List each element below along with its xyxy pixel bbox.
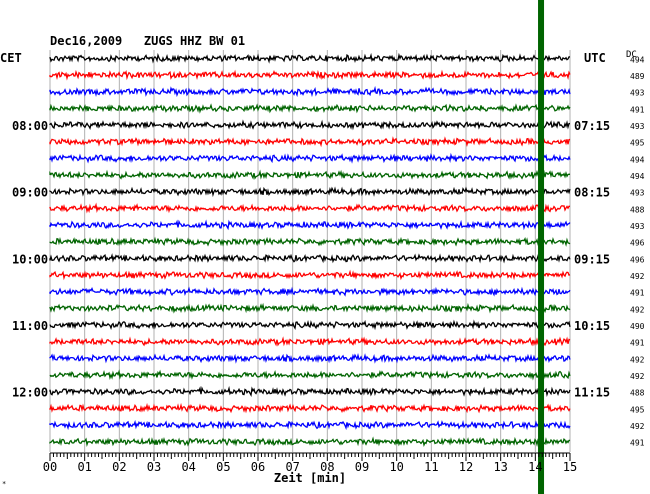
- trace-8: [49, 169, 571, 180]
- dc-header: DC: [626, 50, 637, 60]
- dc-value: 494: [630, 155, 645, 164]
- x-tick-label: 01: [77, 460, 91, 474]
- dc-value: 494: [630, 172, 645, 181]
- cet-label: 08:00: [12, 119, 48, 133]
- x-tick-label: 13: [493, 460, 507, 474]
- dc-value: 491: [630, 339, 645, 348]
- utc-label: 11:15: [574, 386, 610, 400]
- utc-label: 10:15: [574, 319, 610, 333]
- dc-value: 496: [630, 239, 645, 248]
- x-tick-label: 02: [112, 460, 126, 474]
- utc-labels: 07:15 08:15 09:15 10:15 11:15: [574, 119, 610, 400]
- x-tick-label: 10: [389, 460, 403, 474]
- left-axis-title: CET: [0, 51, 22, 65]
- x-tick-label: 09: [355, 460, 369, 474]
- dc-value: 492: [630, 422, 645, 431]
- trace-21: [49, 385, 571, 397]
- cet-label: 12:00: [12, 386, 48, 400]
- x-tick-label: 05: [216, 460, 230, 474]
- event-marker: [538, 0, 545, 494]
- trace-6: [49, 136, 571, 148]
- x-axis: 00 01 02 03 04 05 06 07 08 09 10 11 12 13 14 15: [43, 452, 577, 474]
- trace-24: [49, 436, 571, 447]
- dc-value: 492: [630, 355, 645, 364]
- trace-23: [49, 419, 571, 431]
- dc-value: 493: [630, 89, 645, 98]
- corner-mark: *: [2, 480, 6, 488]
- chart-title: Dec16,2009 ZUGS HHZ BW 01: [50, 34, 245, 48]
- dc-value: 493: [630, 222, 645, 231]
- x-tick-label: 00: [43, 460, 57, 474]
- dc-value: 492: [630, 372, 645, 381]
- dc-value: 491: [630, 105, 645, 114]
- utc-label: 09:15: [574, 252, 610, 266]
- trace-17: [49, 319, 571, 331]
- dc-value: 492: [630, 272, 645, 281]
- dc-value: 492: [630, 305, 645, 314]
- dc-value: 488: [630, 205, 645, 214]
- dc-value: 491: [630, 289, 645, 298]
- cet-label: 11:00: [12, 319, 48, 333]
- x-tick-label: 12: [459, 460, 473, 474]
- trace-12: [49, 236, 571, 247]
- trace-15: [49, 286, 571, 297]
- trace-19: [49, 352, 571, 364]
- right-axis-title: UTC: [584, 51, 606, 65]
- x-tick-label: 11: [424, 460, 438, 474]
- dc-value: 489: [630, 72, 645, 81]
- x-tick-label: 07: [285, 460, 299, 474]
- dc-value: 496: [630, 255, 645, 264]
- trace-20: [49, 369, 571, 381]
- x-tick-label: 08: [320, 460, 334, 474]
- trace-5: [49, 119, 571, 131]
- cet-label: 10:00: [12, 252, 48, 266]
- dc-value: 488: [630, 389, 645, 398]
- trace-14: [49, 269, 571, 281]
- trace-16: [49, 302, 571, 314]
- trace-3: [49, 85, 571, 98]
- dc-labels: 494 489 493 491 493 495 494 494 493 488 493 496 496 4…: [630, 55, 645, 447]
- utc-label: 08:15: [574, 186, 610, 200]
- minute-grid: [49, 50, 571, 452]
- cet-label: 09:00: [12, 186, 48, 200]
- trace-group: [49, 52, 571, 447]
- dc-value: 493: [630, 122, 645, 131]
- x-tick-label: 06: [251, 460, 265, 474]
- x-tick-label: 15: [563, 460, 577, 474]
- trace-7: [49, 152, 571, 164]
- dc-value: 494: [630, 55, 645, 64]
- trace-10: [49, 202, 570, 214]
- trace-4: [49, 103, 571, 114]
- event-marker-group: [538, 0, 545, 494]
- trace-9: [49, 186, 571, 198]
- trace-18: [49, 336, 571, 347]
- trace-13: [49, 253, 571, 264]
- trace-1: [49, 52, 570, 64]
- trace-22: [49, 402, 571, 414]
- dc-value: 493: [630, 189, 645, 198]
- trace-2: [49, 69, 571, 81]
- x-tick-label: 14: [528, 460, 542, 474]
- dc-value: 490: [630, 322, 645, 331]
- x-tick-label: 04: [181, 460, 195, 474]
- trace-11: [49, 219, 571, 231]
- x-tick-label: 03: [147, 460, 161, 474]
- dc-value: 491: [630, 439, 645, 448]
- dc-value: 495: [630, 405, 645, 414]
- dc-value: 495: [630, 139, 645, 148]
- x-axis-label: Zeit [min]: [274, 471, 346, 485]
- cet-labels: 08:00 09:00 10:00 11:00 12:00: [12, 119, 48, 400]
- utc-label: 07:15: [574, 119, 610, 133]
